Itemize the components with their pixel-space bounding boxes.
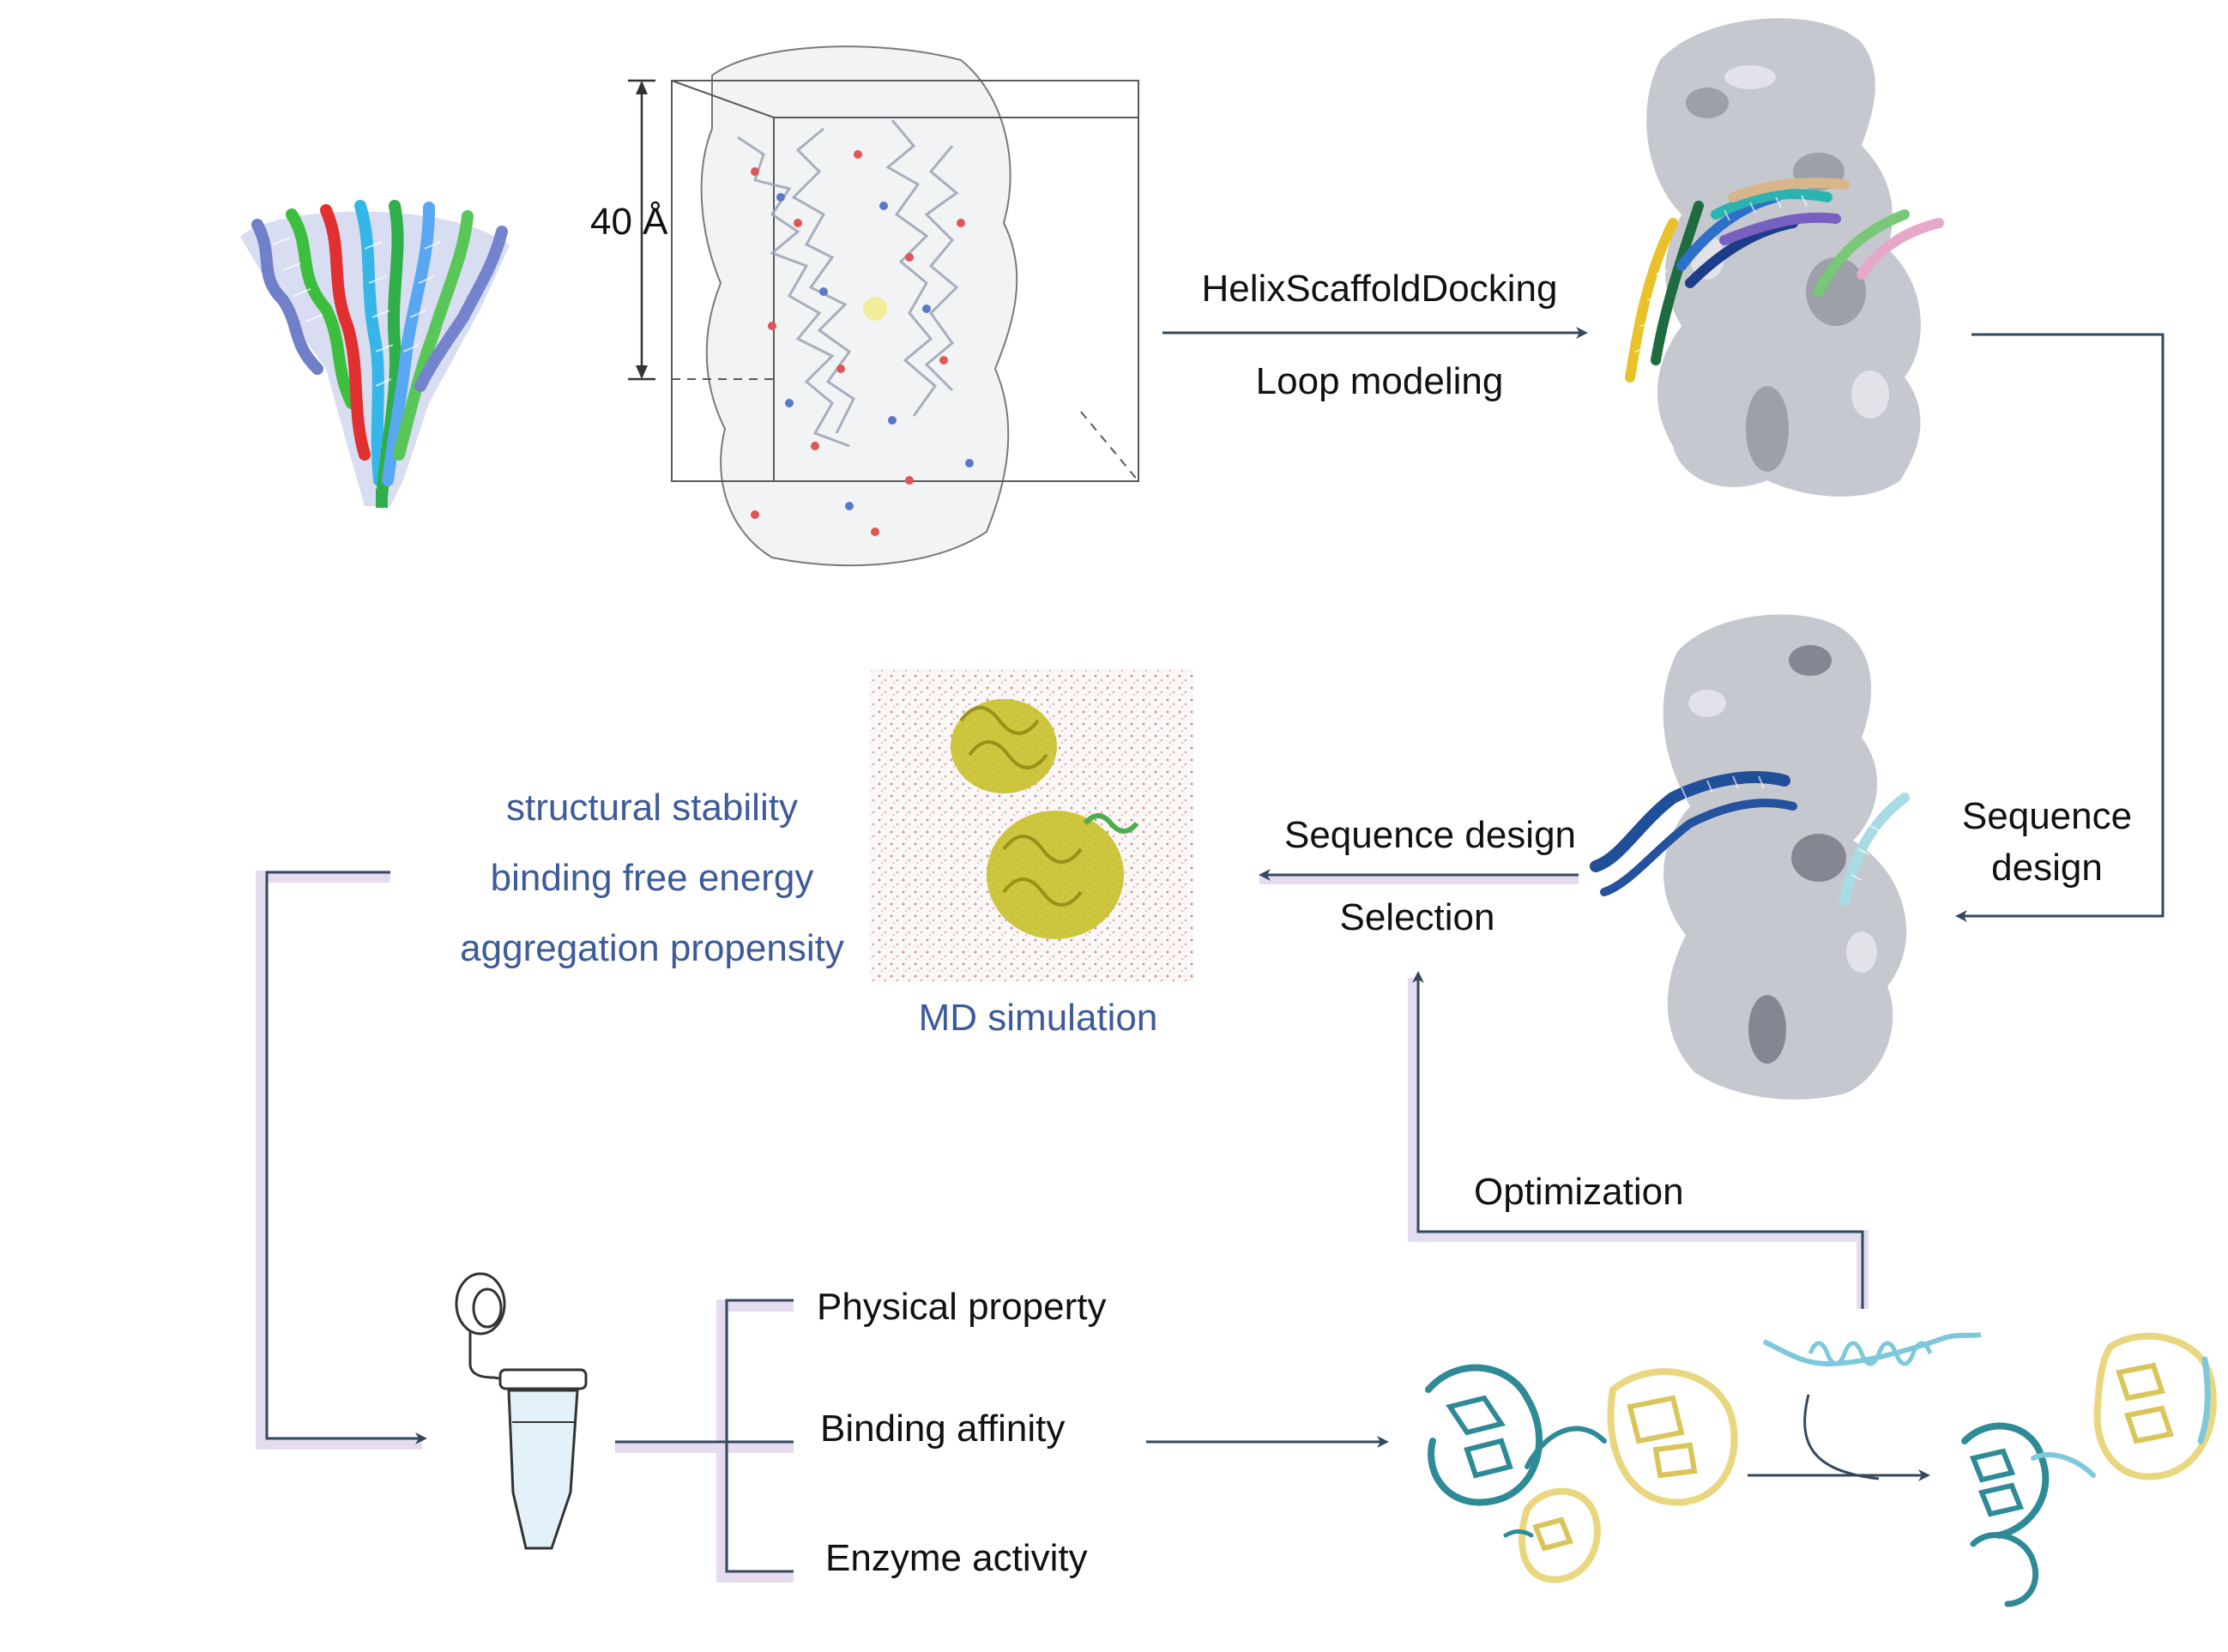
loop-modeling-label: Loop modeling — [1255, 360, 1504, 402]
curved-arrow-peptide — [1803, 1394, 1880, 1480]
dimension-bar — [628, 79, 655, 381]
md-simulation-label: MD simulation — [918, 997, 1158, 1039]
docking-complex-icon — [1625, 18, 1944, 497]
dimension-label: 40 Å — [590, 201, 668, 243]
right-sequence-label-1: Sequence — [1961, 795, 2133, 837]
assay-enzyme-activity: Enzyme activity — [825, 1537, 1088, 1579]
connector-docking-to-design — [1955, 333, 2165, 922]
peptide-helix-icon — [1762, 1332, 1982, 1367]
optimization-label: Optimization — [1474, 1171, 1684, 1213]
designed-complex-icon — [1590, 614, 1910, 1100]
md-snapshot-icon — [870, 669, 1193, 982]
md-box-icon — [671, 45, 1139, 567]
selection-label: Selection — [1339, 896, 1495, 938]
enzyme-complex-icon — [1425, 1364, 1738, 1583]
md-metric-binding-free-energy: binding free energy — [490, 857, 814, 899]
separated-proteins-icon — [1961, 1332, 2217, 1607]
docking-step-label: HelixScaffoldDocking — [1201, 268, 1558, 310]
connector-optimization-loop — [1408, 971, 1869, 1309]
assay-binding-affinity: Binding affinity — [820, 1408, 1066, 1450]
assay-physical-property: Physical property — [817, 1286, 1107, 1328]
sequence-design-label: Sequence design — [1283, 814, 1577, 856]
microcentrifuge-tube-icon — [455, 1272, 588, 1550]
connector-assay-bracket — [615, 1299, 794, 1583]
helix-bundle-icon — [240, 200, 510, 508]
arrow-sequence-design-selection — [1259, 869, 1579, 884]
right-sequence-label-2: design — [1991, 847, 2103, 889]
md-metric-structural-stability: structural stability — [506, 787, 798, 829]
md-metric-aggregation-propensity: aggregation propensity — [460, 927, 844, 969]
connector-md-to-tube — [256, 871, 427, 1450]
